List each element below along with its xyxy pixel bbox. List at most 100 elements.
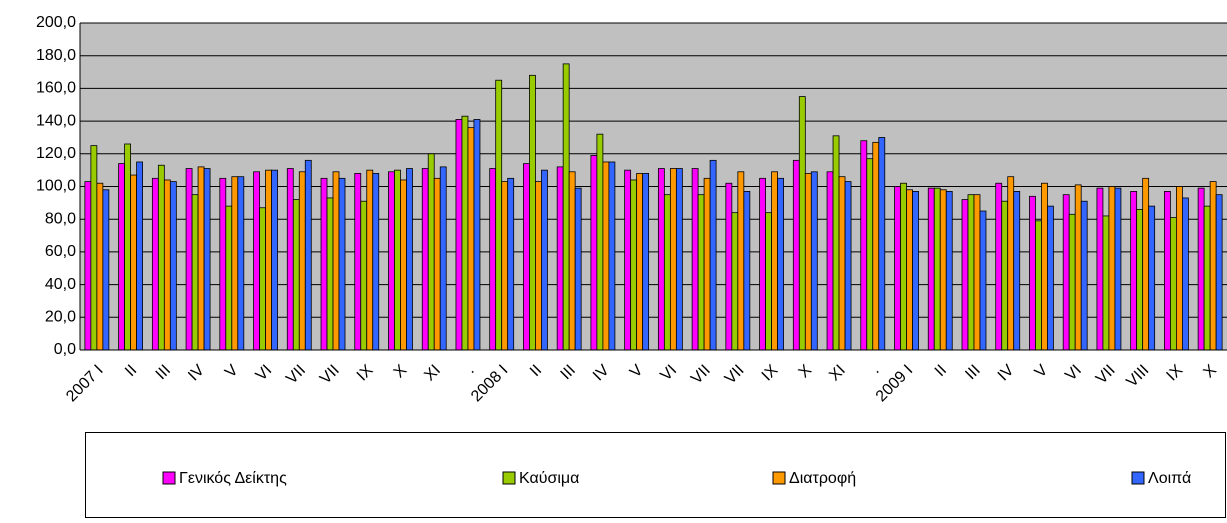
bar	[219, 177, 227, 351]
x-tick-label: X	[1200, 362, 1220, 382]
bar	[406, 168, 413, 351]
x-tick-label: VII	[317, 362, 343, 388]
bar	[489, 168, 497, 351]
bar	[151, 177, 159, 351]
bar	[102, 189, 110, 351]
bar	[731, 212, 739, 351]
bar	[691, 168, 699, 351]
bar	[1001, 200, 1009, 351]
bar	[1035, 220, 1042, 351]
bar	[286, 168, 294, 351]
bar	[185, 168, 193, 351]
legend-label: Γενικός Δείκτης	[179, 470, 287, 487]
x-tick-label: V	[627, 362, 647, 382]
x-tick-label: VI	[1062, 362, 1085, 385]
bar	[1169, 217, 1177, 351]
bar	[541, 169, 548, 351]
bar	[320, 177, 328, 351]
x-tick-label: IV	[590, 362, 613, 385]
y-tick-label: 140,0	[36, 112, 76, 129]
bar	[860, 140, 868, 351]
bar	[737, 171, 745, 351]
legend-label: Καύσιμα	[519, 470, 579, 487]
bar	[939, 189, 947, 351]
bar	[467, 127, 475, 351]
bar	[507, 177, 515, 351]
bar	[1013, 191, 1021, 351]
x-tick-label: .	[867, 362, 882, 377]
bar	[703, 177, 711, 351]
bar	[1215, 194, 1223, 351]
bar	[912, 191, 919, 351]
bar	[354, 173, 362, 351]
y-tick-label: 180,0	[36, 47, 76, 64]
bar	[872, 141, 880, 351]
bar	[1163, 191, 1171, 351]
x-tick-label: VII	[688, 362, 714, 388]
bar	[130, 174, 138, 351]
bar	[844, 181, 852, 351]
bar	[473, 119, 481, 351]
bar	[332, 171, 340, 351]
bar	[961, 199, 969, 351]
bar	[906, 189, 913, 351]
bar	[771, 171, 778, 351]
x-tick-label: VI	[253, 362, 276, 385]
bar	[590, 155, 598, 351]
bar	[225, 205, 233, 351]
legend-swatch	[502, 471, 516, 485]
bar	[523, 163, 530, 351]
x-tick-label: V	[222, 362, 242, 382]
bar	[1041, 182, 1048, 351]
bar	[535, 181, 542, 351]
bar	[933, 187, 941, 351]
bar	[292, 199, 300, 351]
bar	[945, 191, 953, 351]
bar	[826, 171, 834, 351]
bar	[1136, 208, 1144, 351]
bar	[1102, 215, 1110, 351]
x-tick-label: IX	[759, 362, 782, 385]
bar	[675, 168, 683, 351]
bar	[118, 163, 126, 351]
bar	[265, 169, 272, 351]
y-tick-label: 60,0	[45, 243, 76, 260]
bar	[995, 182, 1003, 351]
y-tick-label: 100,0	[36, 178, 76, 195]
bar	[394, 169, 401, 351]
bar	[366, 169, 374, 351]
bar	[608, 161, 616, 351]
legend-swatch	[162, 471, 176, 485]
bar	[421, 168, 429, 351]
bar	[1029, 195, 1036, 351]
bar	[669, 168, 677, 351]
bar	[765, 212, 772, 351]
bar	[433, 177, 441, 351]
bar	[388, 171, 395, 351]
bar	[1007, 176, 1015, 351]
bar	[1130, 191, 1138, 351]
x-tick-label: XI	[826, 362, 849, 385]
bar	[777, 177, 784, 351]
bar	[253, 171, 260, 351]
bar	[84, 181, 92, 351]
bar	[967, 194, 975, 351]
bar	[529, 74, 536, 351]
bar	[574, 187, 582, 351]
bar	[725, 182, 733, 351]
legend-box	[85, 432, 1226, 518]
legend-swatch	[1131, 471, 1145, 485]
bar	[157, 164, 165, 351]
bar	[866, 158, 874, 351]
y-tick-label: 120,0	[36, 145, 76, 162]
x-tick-label: X	[391, 362, 411, 382]
bar	[169, 181, 177, 351]
bar	[642, 173, 650, 351]
x-tick-label: II	[527, 362, 545, 380]
x-tick-label: 2007 I	[63, 362, 106, 405]
bar	[1074, 184, 1082, 351]
x-tick-label: III	[962, 362, 983, 383]
bar	[927, 187, 935, 351]
bar	[636, 173, 644, 351]
